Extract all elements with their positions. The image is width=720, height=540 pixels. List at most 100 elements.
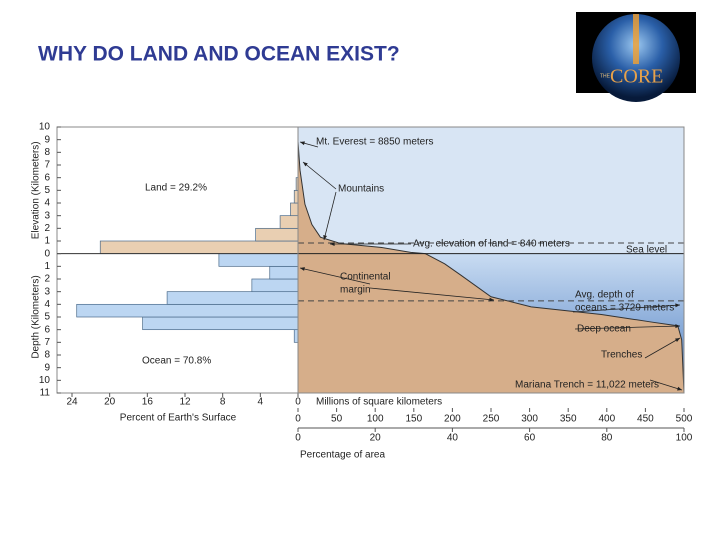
y-tick-label: 6 (44, 324, 50, 335)
arrow-head (330, 242, 335, 246)
x-tick-label: 350 (560, 414, 577, 425)
logo: THE CORE (576, 12, 696, 102)
y-tick-label: 1 (44, 236, 50, 247)
arrow-head (677, 386, 682, 391)
annotation: Mountains (338, 184, 384, 195)
x2-tick-label: 0 (295, 433, 301, 444)
x-tick-label: 16 (142, 397, 154, 408)
histogram-bar (279, 215, 299, 229)
y-tick-label: 3 (44, 210, 50, 221)
histogram-bar (142, 316, 299, 331)
arrow-line (323, 191, 337, 241)
y-tick-label: 3 (44, 286, 50, 297)
logo-small: THE (600, 73, 611, 79)
y-tick-label: 0 (44, 248, 50, 259)
annotation: Land = 29.2% (145, 183, 207, 194)
histogram-bar (269, 265, 299, 280)
annotation: Ocean = 70.8% (142, 356, 211, 367)
x2-axis-label: Percentage of area (300, 450, 385, 461)
x-axis-label: Millions of square kilometers (316, 397, 442, 408)
histogram-bar (290, 202, 299, 217)
x-tick-label: 12 (179, 397, 191, 408)
arrow-line (644, 337, 681, 359)
x-tick-label: 200 (444, 414, 461, 425)
x-tick-label: 150 (405, 414, 422, 425)
x-axis-label: Percent of Earth's Surface (120, 413, 237, 424)
x-tick-label: 20 (104, 397, 116, 408)
annotation: oceans = 3729 meters (575, 303, 674, 314)
annotation: Mariana Trench = 11,022 meters (515, 380, 659, 391)
x-tick-label: 500 (676, 414, 693, 425)
sky (298, 127, 684, 254)
annotation: Continental (340, 272, 391, 283)
y-tick-label: 7 (44, 337, 50, 348)
y-tick-label: 8 (44, 350, 50, 361)
y-tick-label: 10 (39, 375, 51, 386)
y-tick-label: 9 (44, 134, 50, 145)
y-axis-label: Elevation (Kilometers) (31, 141, 42, 239)
arrow-head (323, 235, 328, 240)
x2-tick-label: 100 (676, 433, 693, 444)
x-tick-label: 450 (637, 414, 654, 425)
histogram-bar (293, 189, 299, 204)
y-tick-label: 10 (39, 122, 51, 133)
y-tick-label: 8 (44, 147, 50, 158)
arrow-line (649, 379, 683, 391)
arrow-head (303, 162, 308, 167)
y-tick-label: 11 (40, 388, 51, 399)
y-tick-label: 5 (44, 185, 50, 196)
y-tick-label: 4 (44, 299, 50, 310)
x-tick-label: 4 (258, 397, 264, 408)
annotation: Sea level (626, 245, 667, 256)
histogram-bar (166, 291, 299, 305)
annotation: Deep ocean (577, 324, 631, 335)
arrow-head (675, 303, 680, 308)
y-tick-label: 5 (44, 312, 50, 323)
arrow-head (675, 338, 680, 342)
x2-tick-label: 60 (524, 433, 536, 444)
histogram-bar (218, 253, 299, 267)
y-tick-label: 2 (44, 274, 50, 285)
x-tick-label: 0 (295, 414, 301, 425)
x-tick-label: 250 (483, 414, 500, 425)
arrow-line (369, 287, 495, 301)
x-tick-label: 24 (66, 397, 78, 408)
y-tick-label: 2 (44, 223, 50, 234)
arrow-line (572, 304, 681, 313)
arrow-line (299, 267, 371, 285)
x2-tick-label: 20 (370, 433, 382, 444)
x-tick-label: 0 (295, 397, 301, 408)
y-tick-label: 6 (44, 172, 50, 183)
arrow-head (675, 324, 680, 329)
annotation: margin (340, 285, 371, 296)
histogram-bar (293, 329, 299, 343)
annotation: Avg. depth of (575, 290, 634, 301)
arrow-line (302, 161, 337, 190)
histogram-bar (251, 278, 299, 293)
slide-title: WHY DO LAND AND OCEAN EXIST? (38, 43, 400, 66)
arrow-head (489, 297, 494, 302)
histogram-bar (99, 240, 299, 255)
histogram-bar (76, 303, 299, 318)
x-tick-label: 400 (598, 414, 615, 425)
x-tick-label: 300 (521, 414, 538, 425)
x2-tick-label: 80 (601, 433, 613, 444)
histogram-bar (255, 227, 299, 242)
x2-tick-label: 40 (447, 433, 459, 444)
annotation: Mt. Everest = 8850 meters (316, 137, 434, 148)
x-tick-label: 50 (331, 414, 343, 425)
arrow-head (300, 141, 305, 146)
y-axis-label: Depth (Kilometers) (31, 275, 42, 358)
logo-beam (633, 14, 639, 64)
x-tick-label: 8 (220, 397, 226, 408)
x-tick-label: 100 (367, 414, 384, 425)
arrow-head (300, 267, 305, 271)
arrow-line (574, 325, 681, 330)
annotation: Avg. elevation of land = 840 meters (413, 239, 570, 250)
annotation: Trenches (601, 350, 642, 361)
hypsometric-area (297, 141, 685, 394)
plot-frame (297, 126, 685, 394)
y-tick-label: 1 (44, 261, 50, 272)
